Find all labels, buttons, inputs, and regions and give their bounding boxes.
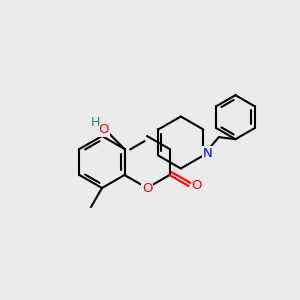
Text: H: H bbox=[90, 116, 100, 129]
Text: N: N bbox=[202, 147, 212, 160]
Text: O: O bbox=[191, 179, 202, 193]
Text: O: O bbox=[142, 182, 152, 196]
Text: O: O bbox=[99, 123, 109, 136]
